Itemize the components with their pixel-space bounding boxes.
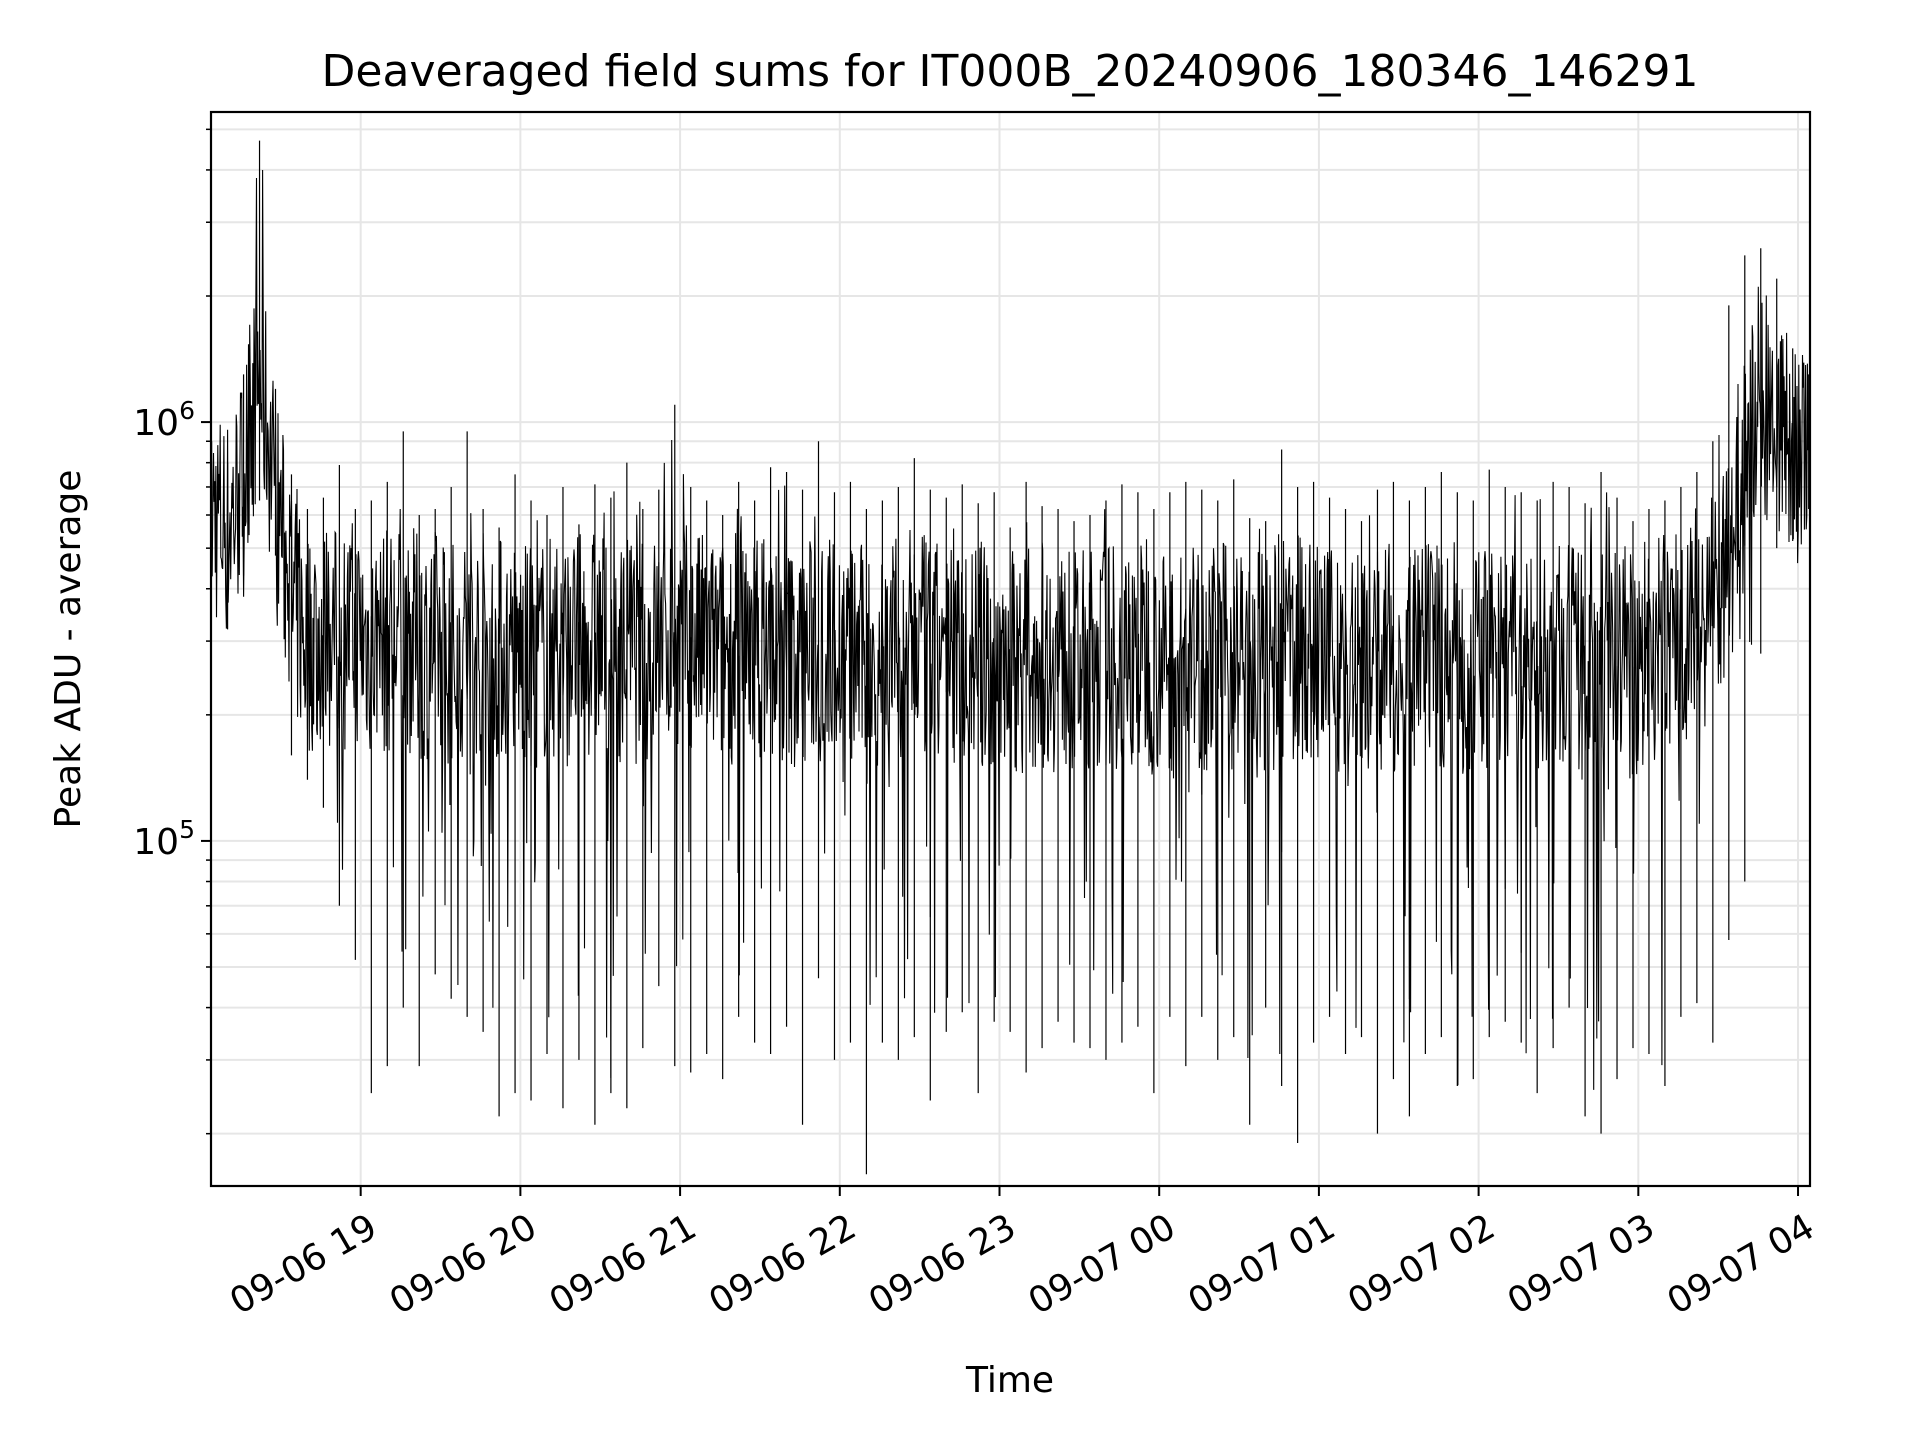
y-tick-label: 106 <box>133 396 195 444</box>
y-tick-base: 10 <box>133 403 179 444</box>
chart-title: Deaveraged field sums for IT000B_2024090… <box>322 46 1699 97</box>
series-line <box>211 140 1810 1175</box>
y-tick-label: 105 <box>133 815 195 863</box>
x-axis-label: Time <box>965 1360 1054 1401</box>
y-axis-label: Peak ADU - average <box>48 470 89 829</box>
plot-frame <box>209 110 1812 1188</box>
y-tick-exponent: 5 <box>179 815 195 844</box>
y-tick-exponent: 6 <box>179 396 195 425</box>
y-tick-base: 10 <box>133 822 179 863</box>
series-trace <box>211 169 1809 1090</box>
